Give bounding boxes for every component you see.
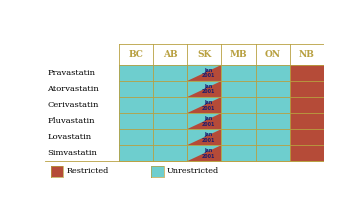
Polygon shape bbox=[187, 113, 221, 129]
Polygon shape bbox=[187, 129, 221, 145]
Polygon shape bbox=[256, 97, 290, 113]
Polygon shape bbox=[153, 97, 187, 113]
Polygon shape bbox=[290, 65, 324, 81]
Polygon shape bbox=[187, 97, 221, 113]
Polygon shape bbox=[187, 65, 221, 81]
Text: Cerivastatin: Cerivastatin bbox=[47, 101, 99, 109]
Text: Jan
2001: Jan 2001 bbox=[202, 148, 215, 159]
Polygon shape bbox=[187, 113, 221, 129]
Text: ON: ON bbox=[265, 50, 281, 59]
Polygon shape bbox=[187, 97, 221, 113]
Polygon shape bbox=[256, 81, 290, 97]
Polygon shape bbox=[187, 129, 221, 145]
Polygon shape bbox=[119, 113, 153, 129]
Text: Fluvastatin: Fluvastatin bbox=[47, 117, 95, 125]
Polygon shape bbox=[153, 65, 187, 81]
Polygon shape bbox=[119, 145, 153, 161]
Text: Jan
2001: Jan 2001 bbox=[202, 100, 215, 110]
Polygon shape bbox=[256, 129, 290, 145]
Polygon shape bbox=[153, 81, 187, 97]
Polygon shape bbox=[290, 129, 324, 145]
Polygon shape bbox=[290, 97, 324, 113]
Polygon shape bbox=[151, 166, 163, 177]
Polygon shape bbox=[187, 65, 221, 81]
Text: Pravastatin: Pravastatin bbox=[47, 69, 95, 77]
Polygon shape bbox=[221, 65, 256, 81]
Polygon shape bbox=[119, 129, 153, 145]
Polygon shape bbox=[290, 113, 324, 129]
Text: SK: SK bbox=[197, 50, 212, 59]
Text: Jan
2001: Jan 2001 bbox=[202, 84, 215, 95]
Text: Jan
2001: Jan 2001 bbox=[202, 68, 215, 78]
Polygon shape bbox=[50, 166, 63, 177]
Polygon shape bbox=[119, 97, 153, 113]
Text: NB: NB bbox=[299, 50, 315, 59]
Polygon shape bbox=[187, 81, 221, 97]
Text: AB: AB bbox=[163, 50, 177, 59]
Text: MB: MB bbox=[230, 50, 247, 59]
Polygon shape bbox=[153, 145, 187, 161]
Polygon shape bbox=[187, 145, 221, 161]
Polygon shape bbox=[187, 81, 221, 97]
Text: Lovastatin: Lovastatin bbox=[47, 133, 91, 141]
Text: Simvastatin: Simvastatin bbox=[47, 149, 97, 157]
Polygon shape bbox=[256, 113, 290, 129]
Polygon shape bbox=[221, 97, 256, 113]
Polygon shape bbox=[290, 81, 324, 97]
Polygon shape bbox=[153, 113, 187, 129]
Text: Atorvastatin: Atorvastatin bbox=[47, 85, 99, 93]
Text: Jan
2001: Jan 2001 bbox=[202, 132, 215, 143]
Polygon shape bbox=[221, 81, 256, 97]
Polygon shape bbox=[119, 81, 153, 97]
Text: Jan
2001: Jan 2001 bbox=[202, 116, 215, 126]
Polygon shape bbox=[119, 65, 153, 81]
Polygon shape bbox=[290, 145, 324, 161]
Polygon shape bbox=[221, 113, 256, 129]
Polygon shape bbox=[221, 129, 256, 145]
Polygon shape bbox=[256, 145, 290, 161]
Text: BC: BC bbox=[129, 50, 144, 59]
Polygon shape bbox=[187, 145, 221, 161]
Text: Restricted: Restricted bbox=[67, 167, 109, 176]
Text: Unrestricted: Unrestricted bbox=[167, 167, 219, 176]
Polygon shape bbox=[153, 129, 187, 145]
Polygon shape bbox=[256, 65, 290, 81]
Polygon shape bbox=[221, 145, 256, 161]
